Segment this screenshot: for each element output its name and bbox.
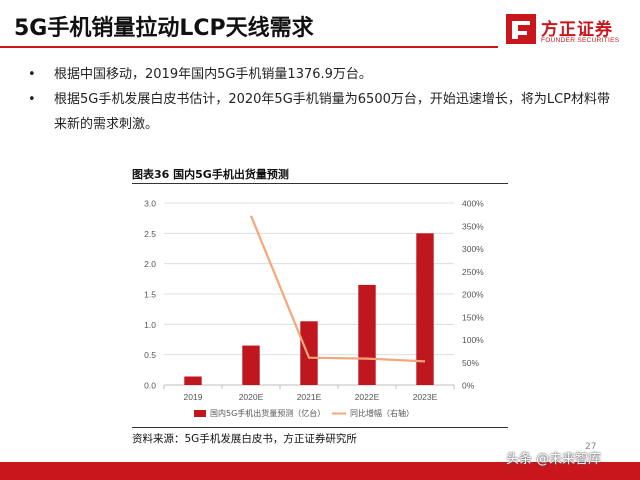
bar	[300, 321, 318, 385]
bullet-item: • 根据5G手机发展白皮书估计，2020年5G手机销量为6500万台，开始迅速增…	[28, 87, 618, 137]
page-title: 5G手机销量拉动LCP天线需求	[14, 16, 314, 41]
bar	[242, 345, 260, 385]
growth-line	[249, 215, 426, 363]
x-tick-label: 2022E	[355, 392, 380, 402]
bullet-text: 根据5G手机发展白皮书估计，2020年5G手机销量为6500万台，开始迅速增长，…	[54, 92, 611, 132]
y-right-tick-label: 50%	[462, 358, 479, 368]
bullet-item: • 根据中国移动，2019年国内5G手机销量1376.9万台。	[28, 62, 618, 87]
y-right-tick-label: 0%	[462, 381, 475, 391]
bar	[184, 376, 202, 385]
y-right-tick-label: 350%	[462, 221, 484, 231]
chart-title-rule	[132, 183, 508, 184]
y-left-tick-label: 1.5	[144, 290, 156, 300]
x-tick-label: 2021E	[297, 392, 322, 402]
logo-subtitle: FOUNDER SECURITIES	[541, 37, 620, 44]
founder-logo-icon	[506, 14, 536, 44]
bullet-marker: •	[28, 92, 36, 107]
y-left-tick-label: 3.0	[144, 199, 156, 209]
y-left-tick-label: 0.0	[144, 381, 156, 391]
shipment-chart: 0.0 0.5 1.0 1.5 2.0 2.5 3.0 0% 50% 100% 150% 200% 25…	[144, 199, 484, 419]
y-right-tick-label: 100%	[462, 335, 484, 345]
legend-swatch-bar	[194, 410, 206, 417]
y-right-tick-label: 150%	[462, 312, 484, 322]
y-right-tick-label: 250%	[462, 267, 484, 277]
bullet-marker: •	[28, 67, 36, 82]
source-rule	[132, 427, 508, 428]
y-right-tick-label: 200%	[462, 290, 484, 300]
legend-label: 同比增幅（右轴）	[350, 408, 414, 418]
y-right-tick-label: 400%	[462, 199, 484, 209]
legend-label: 国内5G手机出货量预测（亿台）	[210, 408, 325, 418]
y-left-tick-label: 2.5	[144, 229, 156, 239]
chart-title: 图表36 国内5G手机出货量预测	[132, 168, 289, 181]
footer-bar	[0, 462, 640, 480]
logo-name: 方正证券	[541, 20, 613, 40]
page-number: 27	[585, 442, 597, 452]
y-left-tick-label: 1.0	[144, 320, 156, 330]
source-note: 资料来源：5G手机发展白皮书，方正证券研究所	[132, 433, 357, 445]
x-tick-label: 2019	[184, 392, 203, 402]
x-tick-label: 2020E	[239, 392, 264, 402]
company-logo: 方正证券 FOUNDER SECURITIES	[506, 14, 630, 50]
bar	[416, 233, 434, 385]
y-left-tick-label: 0.5	[144, 350, 156, 360]
title-underline	[0, 46, 498, 48]
bar	[358, 284, 376, 385]
y-left-tick-label: 2.0	[144, 259, 156, 269]
x-tick-label: 2023E	[413, 392, 438, 402]
bullet-text: 根据中国移动，2019年国内5G手机销量1376.9万台。	[54, 67, 372, 82]
bullet-list: • 根据中国移动，2019年国内5G手机销量1376.9万台。 • 根据5G手机…	[28, 62, 618, 137]
y-right-tick-label: 300%	[462, 244, 484, 254]
watermark: 头条 @未来智库	[506, 452, 602, 467]
